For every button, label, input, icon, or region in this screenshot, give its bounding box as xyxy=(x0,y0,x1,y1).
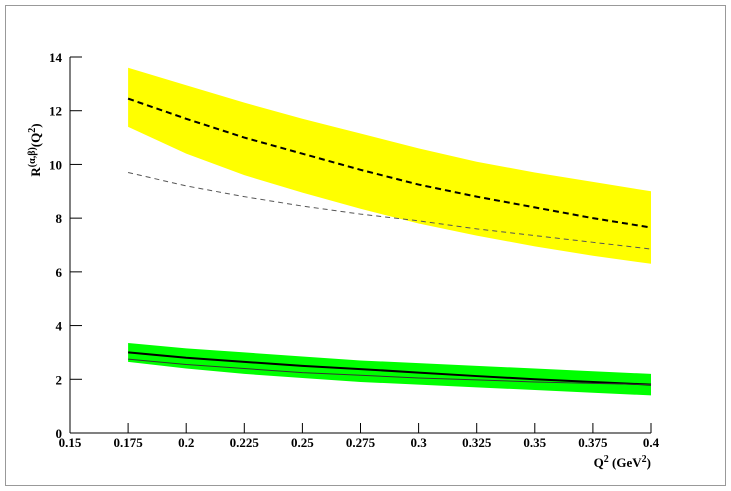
x-tick-label: 0.15 xyxy=(59,435,82,450)
axis-label: Q2 (GeV2) xyxy=(594,454,651,471)
x-tick-label: 0.175 xyxy=(113,435,143,450)
label-part: 2 xyxy=(604,454,609,465)
x-tick-label: 0.3 xyxy=(410,435,427,450)
curve xyxy=(127,171,652,250)
y-tick-label: 10 xyxy=(49,157,62,172)
y-tick-label: 8 xyxy=(56,211,63,226)
x-tick-label: 0.4 xyxy=(643,435,660,450)
label-part: (α,β) xyxy=(27,147,38,167)
y-tick-label: 6 xyxy=(56,265,63,280)
label-part: (Q xyxy=(28,133,43,147)
label-part: 2 xyxy=(642,454,647,465)
x-tick-label: 0.275 xyxy=(346,435,376,450)
band xyxy=(128,343,652,396)
y-tick-label: 2 xyxy=(56,372,63,387)
y-tick-label: 12 xyxy=(49,104,62,119)
x-tick-label: 0.375 xyxy=(578,435,608,450)
y-tick-label: 0 xyxy=(56,426,63,441)
label-part: Q xyxy=(594,455,604,470)
curve xyxy=(127,97,652,229)
band xyxy=(128,67,652,264)
axis-label: R(α,β)(Q2) xyxy=(27,123,44,176)
label-part: ) xyxy=(647,455,651,470)
x-tick-label: 0.325 xyxy=(462,435,492,450)
label-part: 2 xyxy=(27,128,38,133)
y-tick-label: 14 xyxy=(49,50,63,65)
x-tick-label: 0.225 xyxy=(230,435,260,450)
x-tick-label: 0.2 xyxy=(178,435,194,450)
y-tick-label: 4 xyxy=(56,319,63,334)
x-tick-label: 0.25 xyxy=(291,435,314,450)
label-part: (GeV xyxy=(609,455,642,470)
curve xyxy=(128,351,652,386)
curve xyxy=(128,358,652,386)
x-tick-label: 0.35 xyxy=(523,435,546,450)
label-part: ) xyxy=(28,123,43,127)
label-part: R xyxy=(28,167,43,177)
